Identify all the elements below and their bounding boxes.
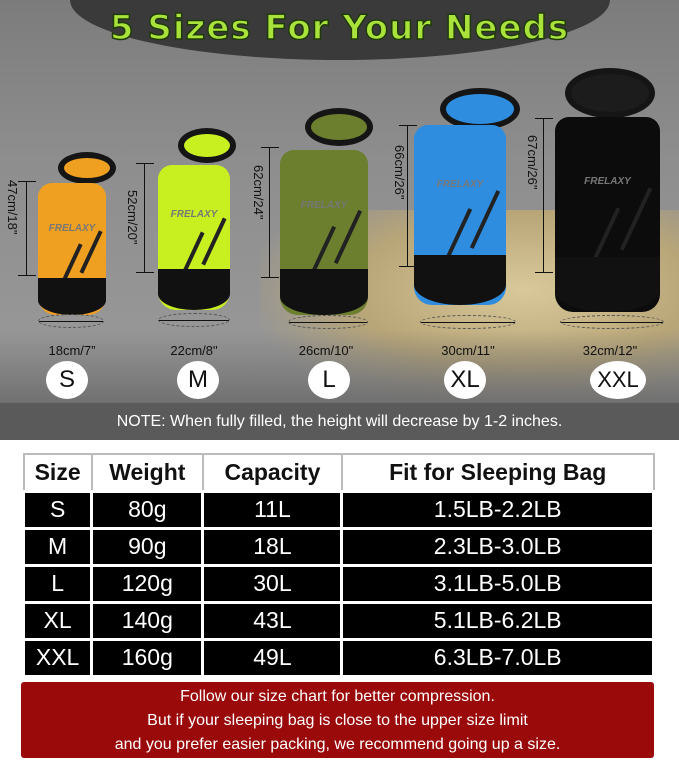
size-table: Size Weight Capacity Fit for Sleeping Ba… xyxy=(21,453,655,678)
width-ellipse xyxy=(420,315,516,329)
advice-box: Follow our size chart for better compres… xyxy=(21,682,654,758)
table-row: S 80g 11L 1.5LB-2.2LB xyxy=(21,489,655,530)
bag-lid xyxy=(305,108,373,146)
width-ellipse xyxy=(158,313,230,327)
table-cell: XL xyxy=(21,600,94,641)
size-badge: XXL xyxy=(590,361,646,399)
bag-l: FRELAXY xyxy=(280,150,368,315)
height-label: 66cm/26" xyxy=(392,145,407,200)
table-cell: XXL xyxy=(21,637,94,678)
table-cell: 11L xyxy=(201,489,344,530)
header-fit: Fit for Sleeping Bag xyxy=(340,453,655,492)
table-cell: 2.3LB-3.0LB xyxy=(340,526,655,567)
brand-logo: FRELAXY xyxy=(584,175,631,187)
table-cell: 80g xyxy=(90,489,205,530)
brand-logo: FRELAXY xyxy=(436,179,484,190)
bag-lid xyxy=(565,68,655,118)
width-ellipse xyxy=(38,314,104,328)
note-bar: NOTE: When fully filled, the height will… xyxy=(0,403,679,440)
compression-strap xyxy=(79,230,103,275)
table-cell: 140g xyxy=(90,600,205,641)
width-label: 18cm/7” xyxy=(48,343,96,358)
bag-bottom xyxy=(38,278,106,315)
table-cell: 6.3LB-7.0LB xyxy=(340,637,655,678)
bag-bottom xyxy=(158,269,230,310)
width-ellipse xyxy=(560,315,664,329)
compression-strap xyxy=(619,187,652,252)
advice-line: and you prefer easier packing, we recomm… xyxy=(114,736,561,753)
table-cell: 43L xyxy=(201,600,344,641)
size-badge: M xyxy=(177,361,219,399)
table-header-row: Size Weight Capacity Fit for Sleeping Ba… xyxy=(22,453,655,492)
table-row: XXL 160g 49L 6.3LB-7.0LB xyxy=(21,637,655,678)
bag-lid xyxy=(58,152,116,184)
header-weight: Weight xyxy=(90,453,204,492)
width-label: 22cm/8" xyxy=(170,343,218,358)
table-cell: 5.1LB-6.2LB xyxy=(340,600,655,641)
brand-logo: FRELAXY xyxy=(300,199,348,211)
height-label: 67cm/26" xyxy=(525,135,540,190)
width-label: 32cm/12" xyxy=(582,343,638,358)
compression-strap xyxy=(201,217,227,265)
bag-xxl: FRELAXY xyxy=(555,117,660,312)
width-label: 30cm/11" xyxy=(441,343,495,358)
compression-strap xyxy=(333,209,363,264)
bag-bottom xyxy=(280,268,368,315)
size-badge: L xyxy=(308,361,350,399)
bag-lid xyxy=(440,88,520,130)
bag-xl: FRELAXY xyxy=(414,125,506,305)
table-cell: S xyxy=(21,489,94,530)
table-row: L 120g 30L 3.1LB-5.0LB xyxy=(21,563,655,604)
bag-bottom xyxy=(555,257,660,312)
table-cell: 18L xyxy=(201,526,344,567)
height-dimension-line xyxy=(136,163,154,273)
header-size: Size xyxy=(22,453,93,492)
table-cell: 90g xyxy=(90,526,205,567)
height-dimension-line xyxy=(399,125,417,267)
brand-logo: FRELAXY xyxy=(170,208,218,220)
height-dimension-line xyxy=(535,118,553,273)
bag-m: FRELAXY xyxy=(158,165,230,310)
advice-line: But if your sleeping bag is close to the… xyxy=(147,712,528,729)
compression-strap xyxy=(469,190,501,249)
table-cell: M xyxy=(21,526,94,567)
table-cell: 160g xyxy=(90,637,205,678)
size-badge: XL xyxy=(444,361,486,399)
height-dimension-line xyxy=(261,147,279,278)
header-capacity: Capacity xyxy=(201,453,343,492)
table-row: M 90g 18L 2.3LB-3.0LB xyxy=(21,526,655,567)
brand-logo: FRELAXY xyxy=(48,222,96,234)
height-label: 62cm/24" xyxy=(251,165,266,220)
table-cell: 30L xyxy=(201,563,344,604)
table-cell: 1.5LB-2.2LB xyxy=(340,489,655,530)
table-cell: 3.1LB-5.0LB xyxy=(340,563,655,604)
table-row: XL 140g 43L 5.1LB-6.2LB xyxy=(21,600,655,641)
bag-s: FRELAXY xyxy=(38,183,106,315)
height-dimension-line xyxy=(18,181,36,276)
table-cell: 120g xyxy=(90,563,205,604)
bag-lid xyxy=(178,128,236,163)
page-title: 5 Sizes For Your Needs xyxy=(109,7,570,49)
width-ellipse xyxy=(288,315,368,329)
width-label: 26cm/10" xyxy=(298,343,354,358)
size-badge: S xyxy=(46,361,88,399)
bag-bottom xyxy=(414,254,506,305)
height-label: 47cm/18" xyxy=(5,180,20,235)
table-cell: L xyxy=(21,563,94,604)
table-cell: 49L xyxy=(201,637,344,678)
height-label: 52cm/20" xyxy=(125,190,140,245)
advice-line: Follow our size chart for better compres… xyxy=(180,688,495,705)
